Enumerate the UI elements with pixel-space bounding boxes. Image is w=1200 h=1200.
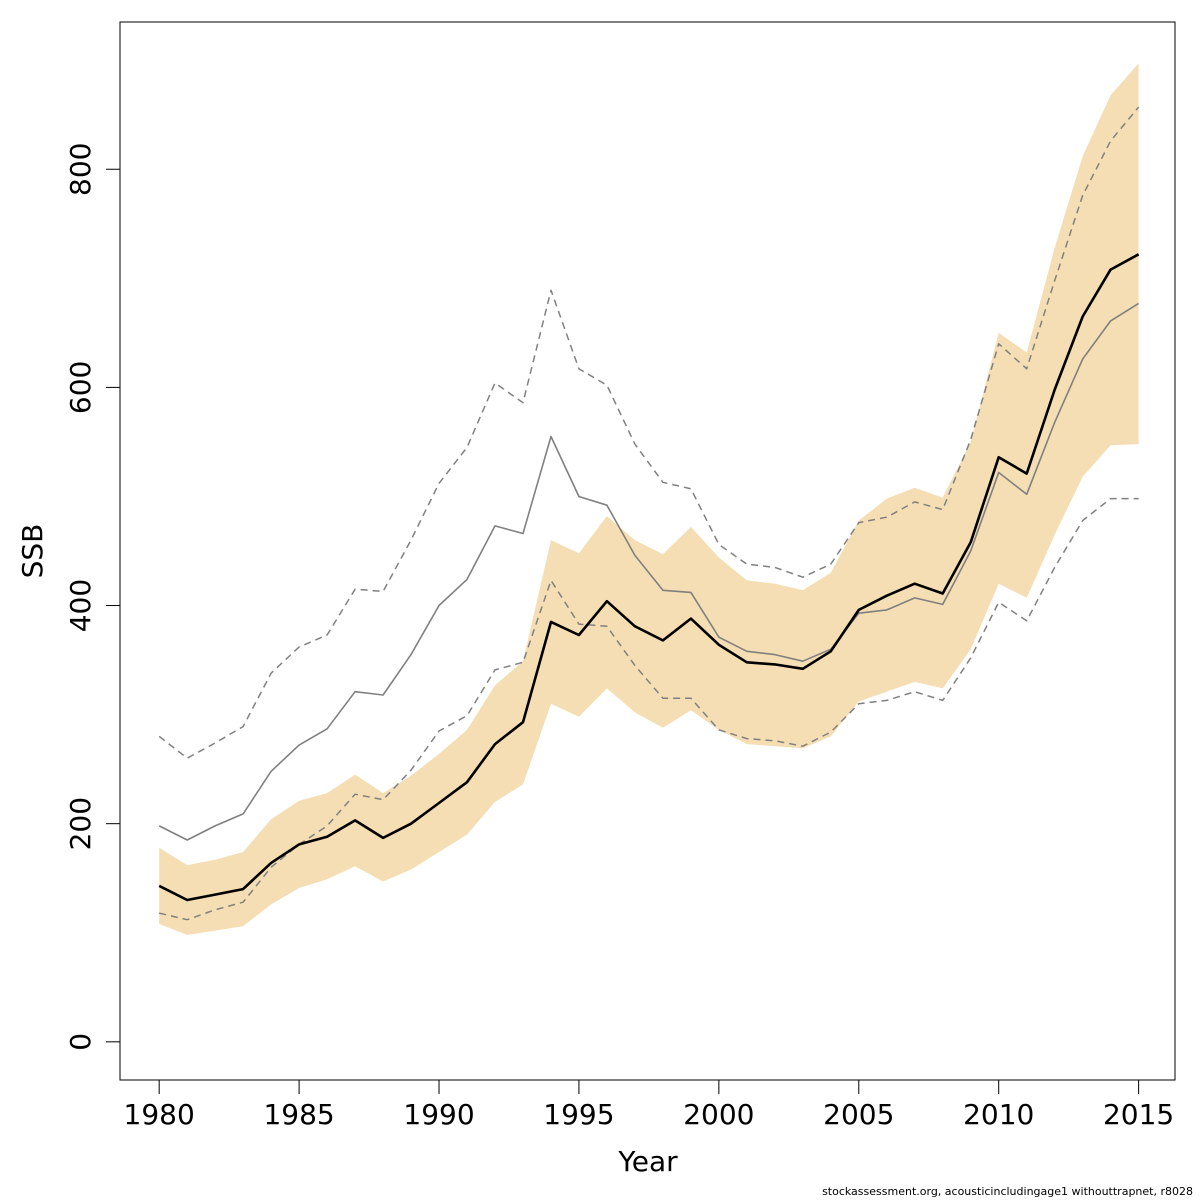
series-line-solid-grey xyxy=(158,302,1140,841)
x-axis: 1980 1985 1990 1995 2000 2005 2010 2015 xyxy=(124,1079,1174,1131)
confidence-band-layer xyxy=(159,63,1139,935)
series-lines-layer xyxy=(158,106,1140,921)
x-tick-label: 2000 xyxy=(683,1098,754,1131)
series-line-dashed-grey-lower xyxy=(159,497,1139,921)
y-tick-label: 800 xyxy=(64,143,97,196)
confidence-band xyxy=(159,63,1139,935)
source-caption: stockassessment.org, acousticincludingag… xyxy=(822,1185,1193,1198)
series-line-dashed-grey-upper xyxy=(158,106,1140,759)
x-tick-label: 1995 xyxy=(543,1098,614,1131)
y-axis-label: SSB xyxy=(16,524,49,579)
x-tick-label: 2005 xyxy=(823,1098,894,1131)
x-tick-label: 1980 xyxy=(124,1098,195,1131)
y-axis: 0 200 400 600 800 xyxy=(64,143,121,1051)
y-tick-label: 600 xyxy=(64,361,97,414)
x-tick-label: 2015 xyxy=(1103,1098,1174,1131)
x-axis-label: Year xyxy=(617,1145,678,1178)
y-tick-label: 400 xyxy=(64,579,97,632)
series-line-solid-black xyxy=(158,253,1140,902)
x-tick-label: 1985 xyxy=(263,1098,334,1131)
x-tick-label: 1990 xyxy=(403,1098,474,1131)
x-tick-label: 2010 xyxy=(963,1098,1034,1131)
y-tick-label: 0 xyxy=(64,1033,97,1051)
y-tick-label: 200 xyxy=(64,797,97,850)
